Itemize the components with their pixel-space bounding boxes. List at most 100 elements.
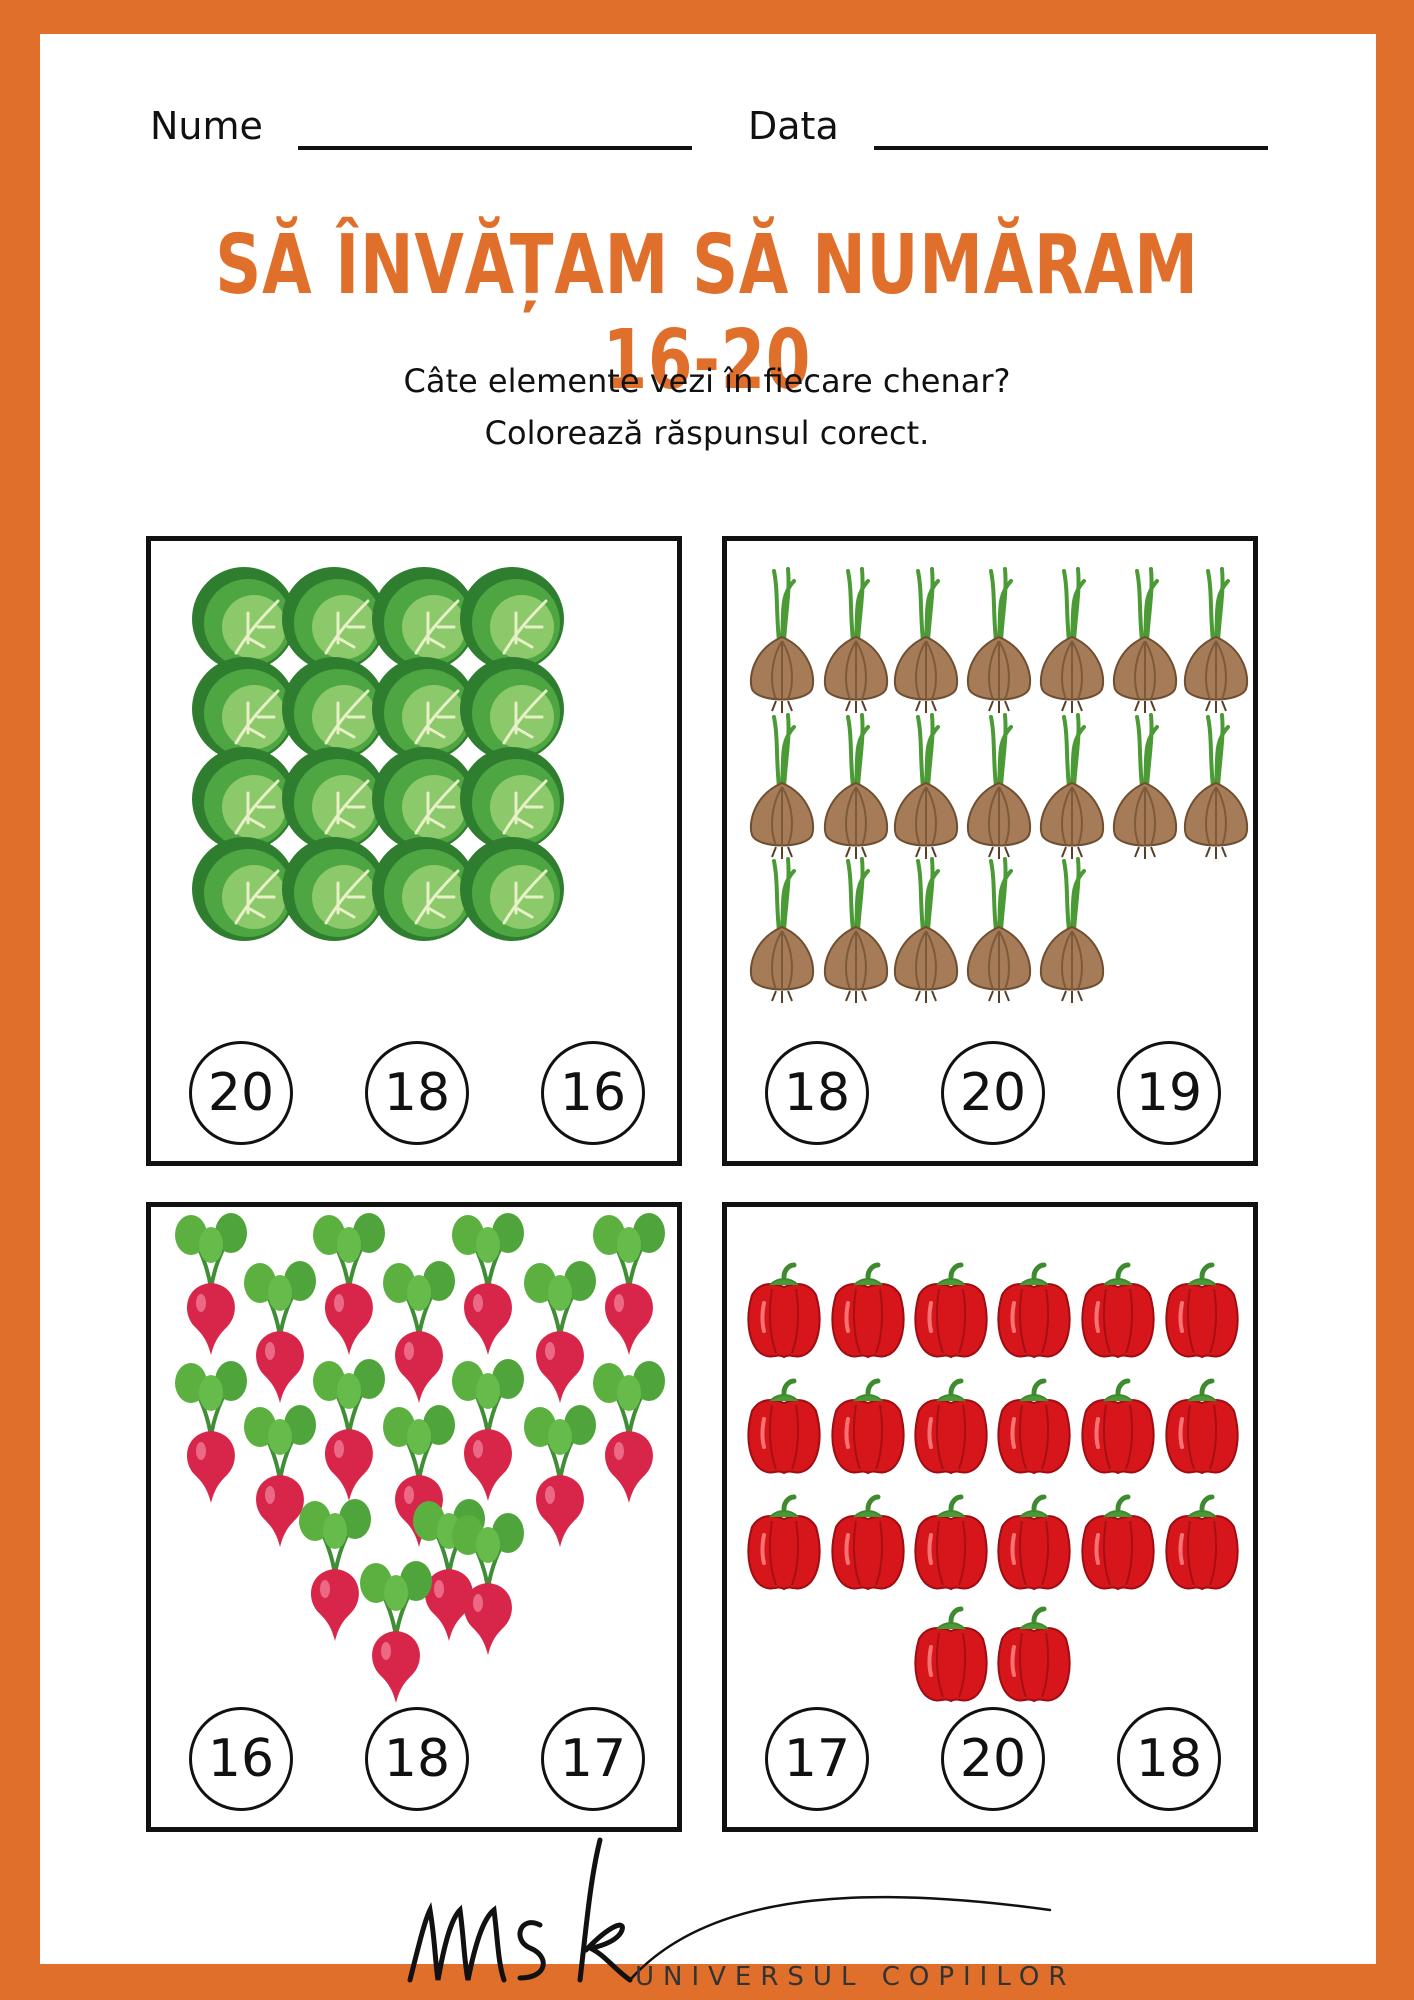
onion-icon [893,713,959,859]
bell-pepper-icon [914,1378,988,1475]
radish-icon [593,1213,665,1355]
instruction-line-2: Colorează răspunsul corect. [484,414,930,452]
bell-pepper-icon [997,1606,1071,1703]
cabbage-icon [282,657,386,761]
onion-icon [893,567,959,713]
bell-pepper-icon [997,1378,1071,1475]
bell-pepper-icon [831,1262,905,1359]
logo-tagline: UNIVERSUL COPIILOR [635,1962,1076,1992]
answer-circle[interactable]: 20 [189,1041,293,1145]
cabbage-icon [460,747,564,851]
onion-icon [966,857,1032,1003]
radish-icon [524,1261,596,1403]
onion-icon [749,857,815,1003]
answer-circle[interactable]: 17 [541,1707,645,1811]
cabbage-icon [372,567,476,671]
bell-pepper-icon [747,1378,821,1475]
radish-icon [244,1261,316,1403]
radish-icon [175,1361,247,1503]
bell-pepper-icon [914,1494,988,1591]
radish-icon [313,1359,385,1501]
date-input-line[interactable] [874,146,1268,150]
pepper-group [747,1262,1239,1703]
radish-icon [383,1261,455,1403]
bell-pepper-icon [831,1494,905,1591]
radish-icon [452,1213,524,1355]
onion-group [749,567,1249,1003]
name-input-line[interactable] [298,146,692,150]
bell-pepper-icon [747,1494,821,1591]
cabbage-icon [282,837,386,941]
bell-pepper-icon [1165,1494,1239,1591]
onion-icon [1039,567,1105,713]
bell-pepper-icon [997,1262,1071,1359]
cabbage-icon [372,747,476,851]
radish-icon [593,1361,665,1503]
answer-circle[interactable]: 18 [765,1041,869,1145]
answer-circle[interactable]: 16 [189,1707,293,1811]
bell-pepper-icon [1165,1262,1239,1359]
bell-pepper-icon [1081,1262,1155,1359]
msk-logo-mark [407,1837,1052,1983]
cabbage-icon [460,567,564,671]
onion-icon [966,567,1032,713]
radish-icon [244,1405,316,1547]
radish-icon [360,1561,432,1703]
onion-icon [823,713,889,859]
onion-icon [749,713,815,859]
answer-circle[interactable]: 18 [365,1041,469,1145]
radish-icon [313,1213,385,1355]
answer-options: 20 18 16 [151,1041,677,1151]
onion-icon [823,567,889,713]
onion-icon [823,857,889,1003]
radish-icon [452,1359,524,1501]
onion-icon [749,567,815,713]
bell-pepper-icon [1081,1378,1155,1475]
answer-circle[interactable]: 18 [365,1707,469,1811]
onion-icon [1183,567,1249,713]
counting-box-cabbage: 20 18 16 [146,536,682,1166]
answer-circle[interactable]: 20 [941,1707,1045,1811]
onion-icon [1039,713,1105,859]
page-title: SĂ ÎNVĂȚAM SĂ NUMĂRAM 16-20 [215,218,1199,408]
cabbage-icon [192,747,296,851]
radish-icon [299,1499,371,1641]
bell-pepper-icon [914,1606,988,1703]
cabbage-icon [192,657,296,761]
onion-icon [1039,857,1105,1003]
answer-options: 18 20 19 [727,1041,1253,1151]
radish-icon [524,1405,596,1547]
onion-icon [1112,713,1178,859]
cabbage-icon [460,837,564,941]
onion-icon [1112,567,1178,713]
cabbage-icon [372,657,476,761]
radish-icon [175,1213,247,1355]
bell-pepper-icon [914,1262,988,1359]
date-label: Data [748,104,839,148]
counting-box-onion: 18 20 19 [722,536,1258,1166]
bell-pepper-icon [997,1494,1071,1591]
answer-circle[interactable]: 19 [1117,1041,1221,1145]
bell-pepper-icon [1081,1494,1155,1591]
answer-options: 16 18 17 [151,1707,677,1817]
answer-options: 17 20 18 [727,1707,1253,1817]
cabbage-icon [282,747,386,851]
onion-icon [966,713,1032,859]
counting-box-radish: 16 18 17 [146,1202,682,1832]
answer-circle[interactable]: 16 [541,1041,645,1145]
bell-pepper-icon [747,1262,821,1359]
instruction-line-1: Câte elemente vezi în fiecare chenar? [403,362,1011,400]
answer-circle[interactable]: 20 [941,1041,1045,1145]
counting-box-pepper: 17 20 18 [722,1202,1258,1832]
cabbage-icon [192,567,296,671]
bell-pepper-icon [1165,1378,1239,1475]
radish-group [175,1213,665,1703]
cabbage-icon [282,567,386,671]
cabbage-icon [192,837,296,941]
answer-circle[interactable]: 18 [1117,1707,1221,1811]
answer-circle[interactable]: 17 [765,1707,869,1811]
onion-icon [1183,713,1249,859]
cabbage-icon [460,657,564,761]
radish-icon [452,1513,524,1655]
onion-icon [893,857,959,1003]
